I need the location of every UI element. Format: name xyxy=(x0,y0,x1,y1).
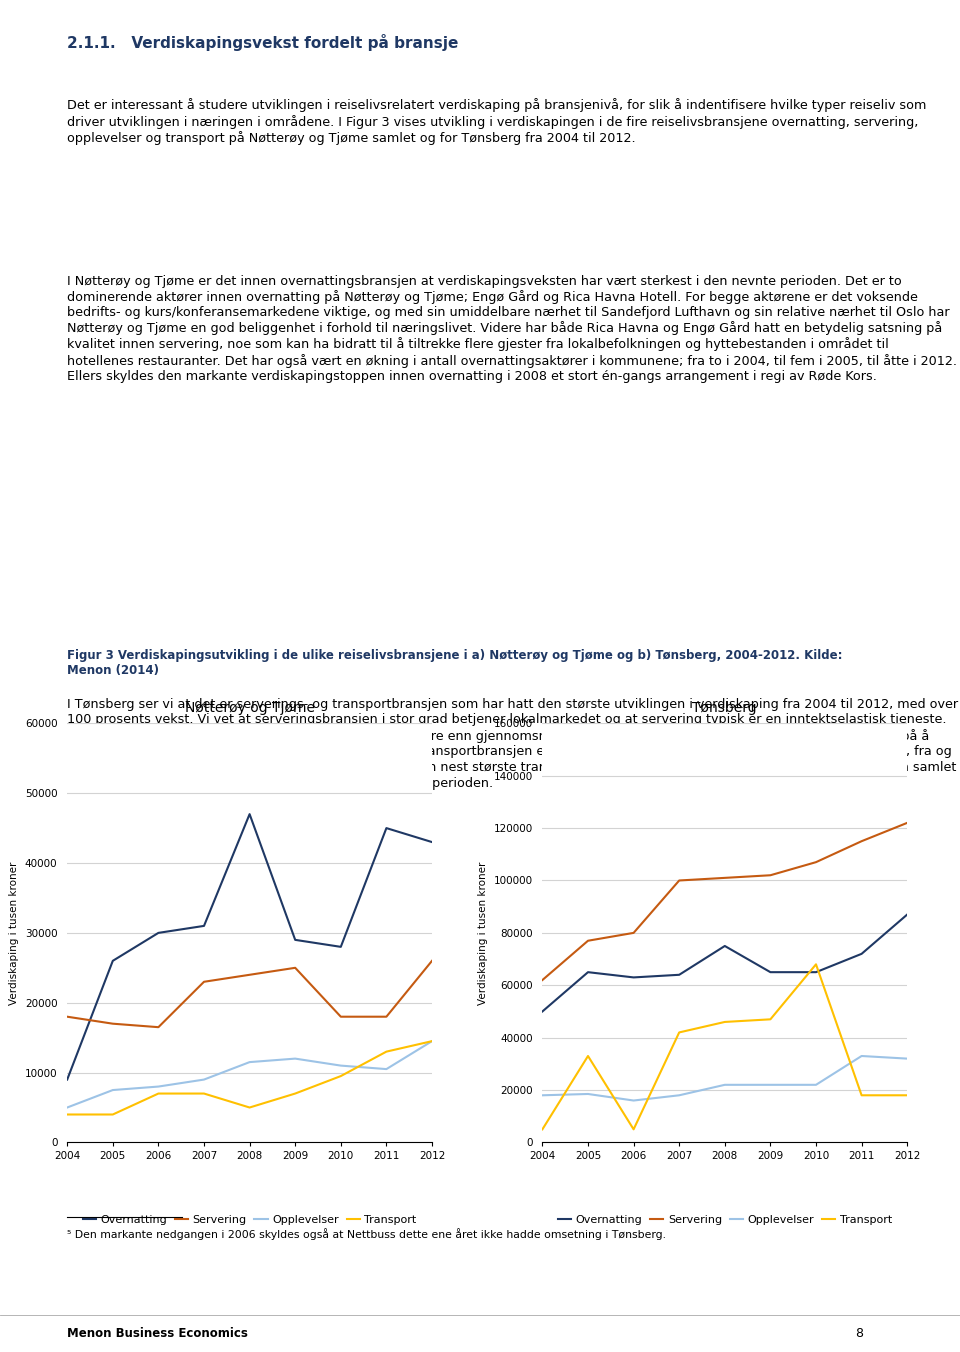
Title: Nøtterøy og Tjøme: Nøtterøy og Tjøme xyxy=(184,702,315,715)
Text: Det er interessant å studere utviklingen i reiselivsrelatert verdiskaping på bra: Det er interessant å studere utviklingen… xyxy=(67,99,926,145)
Text: 8: 8 xyxy=(855,1328,863,1340)
Legend: Overnatting, Servering, Opplevelser, Transport: Overnatting, Servering, Opplevelser, Tra… xyxy=(553,1211,897,1230)
Text: I Tønsberg ser vi at det er serverings- og transportbransjen som har hatt den st: I Tønsberg ser vi at det er serverings- … xyxy=(67,699,958,790)
Text: ⁵ Den markante nedgangen i 2006 skyldes også at Nettbuss dette ene året ikke had: ⁵ Den markante nedgangen i 2006 skyldes … xyxy=(67,1228,666,1240)
Y-axis label: Verdiskaping i tusen kroner: Verdiskaping i tusen kroner xyxy=(478,861,488,1005)
Text: 2.1.1.   Verdiskapingsvekst fordelt på bransje: 2.1.1. Verdiskapingsvekst fordelt på bra… xyxy=(67,34,459,51)
Y-axis label: Verdiskaping i tusen kroner: Verdiskaping i tusen kroner xyxy=(10,861,19,1005)
Text: RAPPORT: RAPPORT xyxy=(888,1328,950,1340)
Title: Tønsberg: Tønsberg xyxy=(692,702,757,715)
Text: Figur 3 Verdiskapingsutvikling i de ulike reiselivsbransjene i a) Nøtterøy og Tj: Figur 3 Verdiskapingsutvikling i de ulik… xyxy=(67,649,843,677)
Text: I Nøtterøy og Tjøme er det innen overnattingsbransjen at verdiskapingsveksten ha: I Nøtterøy og Tjøme er det innen overnat… xyxy=(67,274,957,383)
Text: Menon Business Economics: Menon Business Economics xyxy=(67,1328,248,1340)
Legend: Overnatting, Servering, Opplevelser, Transport: Overnatting, Servering, Opplevelser, Tra… xyxy=(78,1211,421,1230)
